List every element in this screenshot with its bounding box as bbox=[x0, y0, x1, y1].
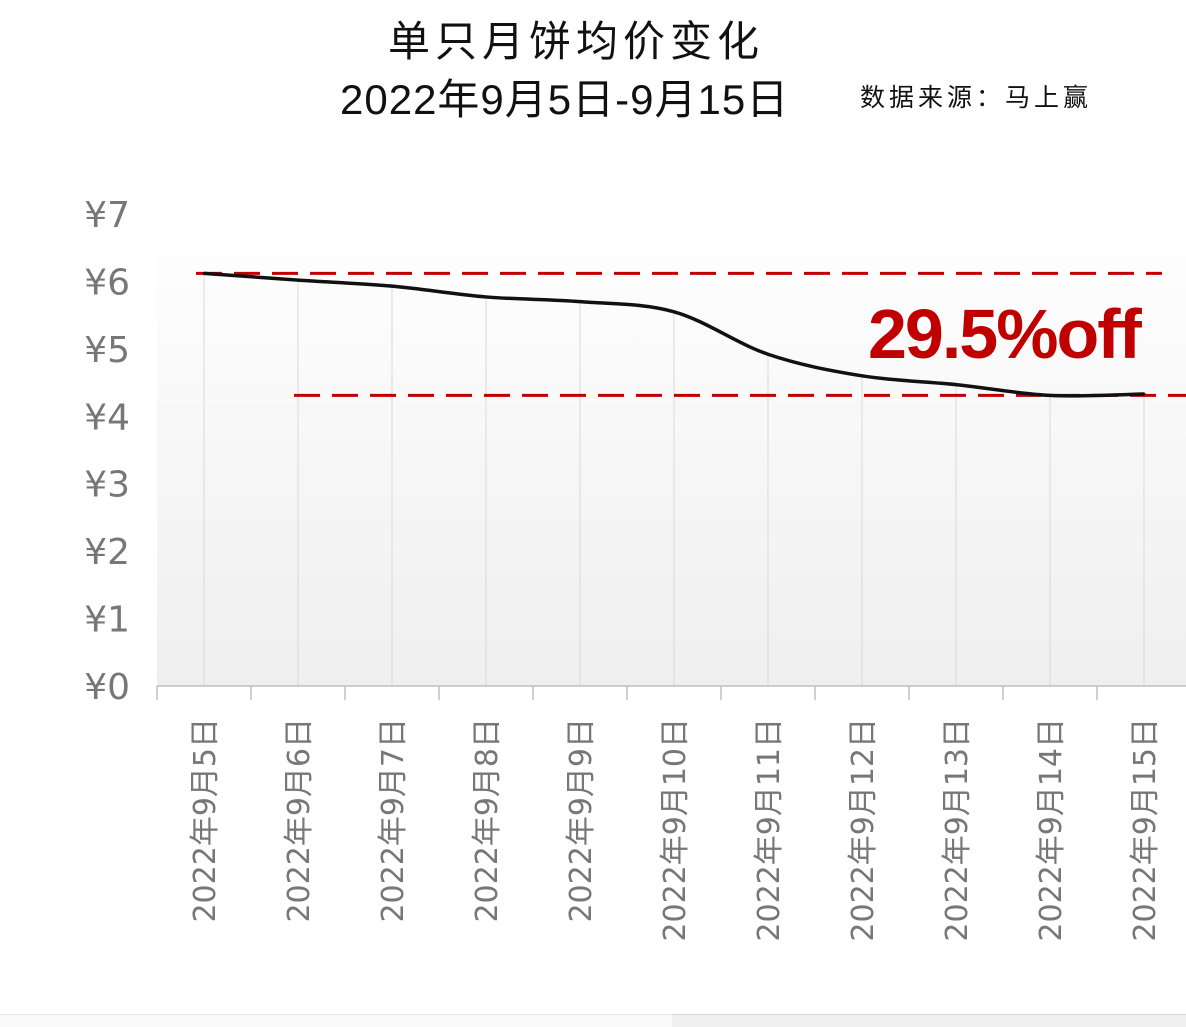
data-point bbox=[954, 383, 958, 387]
chart-title: 单只月饼均价变化 bbox=[388, 17, 765, 66]
data-point bbox=[766, 352, 770, 356]
data-source-note: 数据来源：马上赢 bbox=[860, 83, 1093, 112]
data-point bbox=[202, 271, 206, 275]
y-tick-label: ¥2 bbox=[84, 532, 130, 573]
scrollbar-thumb[interactable] bbox=[672, 1014, 1186, 1027]
scrollbar-track bbox=[0, 1014, 672, 1027]
data-point bbox=[296, 278, 300, 282]
chart-subtitle: 2022年9月5日-9月15日 bbox=[340, 76, 790, 123]
y-tick-label: ¥0 bbox=[84, 667, 130, 708]
y-tick-label: ¥5 bbox=[84, 330, 130, 371]
y-tick-label: ¥7 bbox=[84, 195, 130, 236]
x-tick-label: 2022年9月12日 bbox=[846, 718, 881, 942]
data-point bbox=[578, 300, 582, 304]
x-tick-label: 2022年9月7日 bbox=[376, 718, 411, 923]
x-tick-label: 2022年9月11日 bbox=[752, 718, 787, 942]
y-tick-label: ¥4 bbox=[84, 397, 130, 438]
x-tick-label: 2022年9月8日 bbox=[470, 718, 505, 923]
x-tick-label: 2022年9月5日 bbox=[188, 718, 223, 923]
x-tick-label: 2022年9月15日 bbox=[1128, 718, 1163, 942]
data-point bbox=[672, 310, 676, 314]
y-tick-label: ¥3 bbox=[84, 465, 130, 506]
data-point bbox=[484, 295, 488, 299]
y-tick-label: ¥6 bbox=[84, 262, 130, 303]
plot-area bbox=[157, 214, 1186, 686]
x-tick-label: 2022年9月9日 bbox=[564, 718, 599, 923]
data-point bbox=[860, 374, 864, 378]
data-point bbox=[1048, 393, 1052, 397]
x-tick-label: 2022年9月10日 bbox=[658, 718, 693, 942]
discount-annotation: 29.5%off bbox=[868, 295, 1143, 373]
y-tick-label: ¥1 bbox=[84, 600, 130, 641]
data-point bbox=[390, 284, 394, 288]
x-tick-label: 2022年9月14日 bbox=[1034, 718, 1069, 942]
x-tick-label: 2022年9月13日 bbox=[940, 718, 975, 942]
data-point bbox=[1142, 392, 1146, 396]
x-tick-label: 2022年9月6日 bbox=[282, 718, 317, 923]
